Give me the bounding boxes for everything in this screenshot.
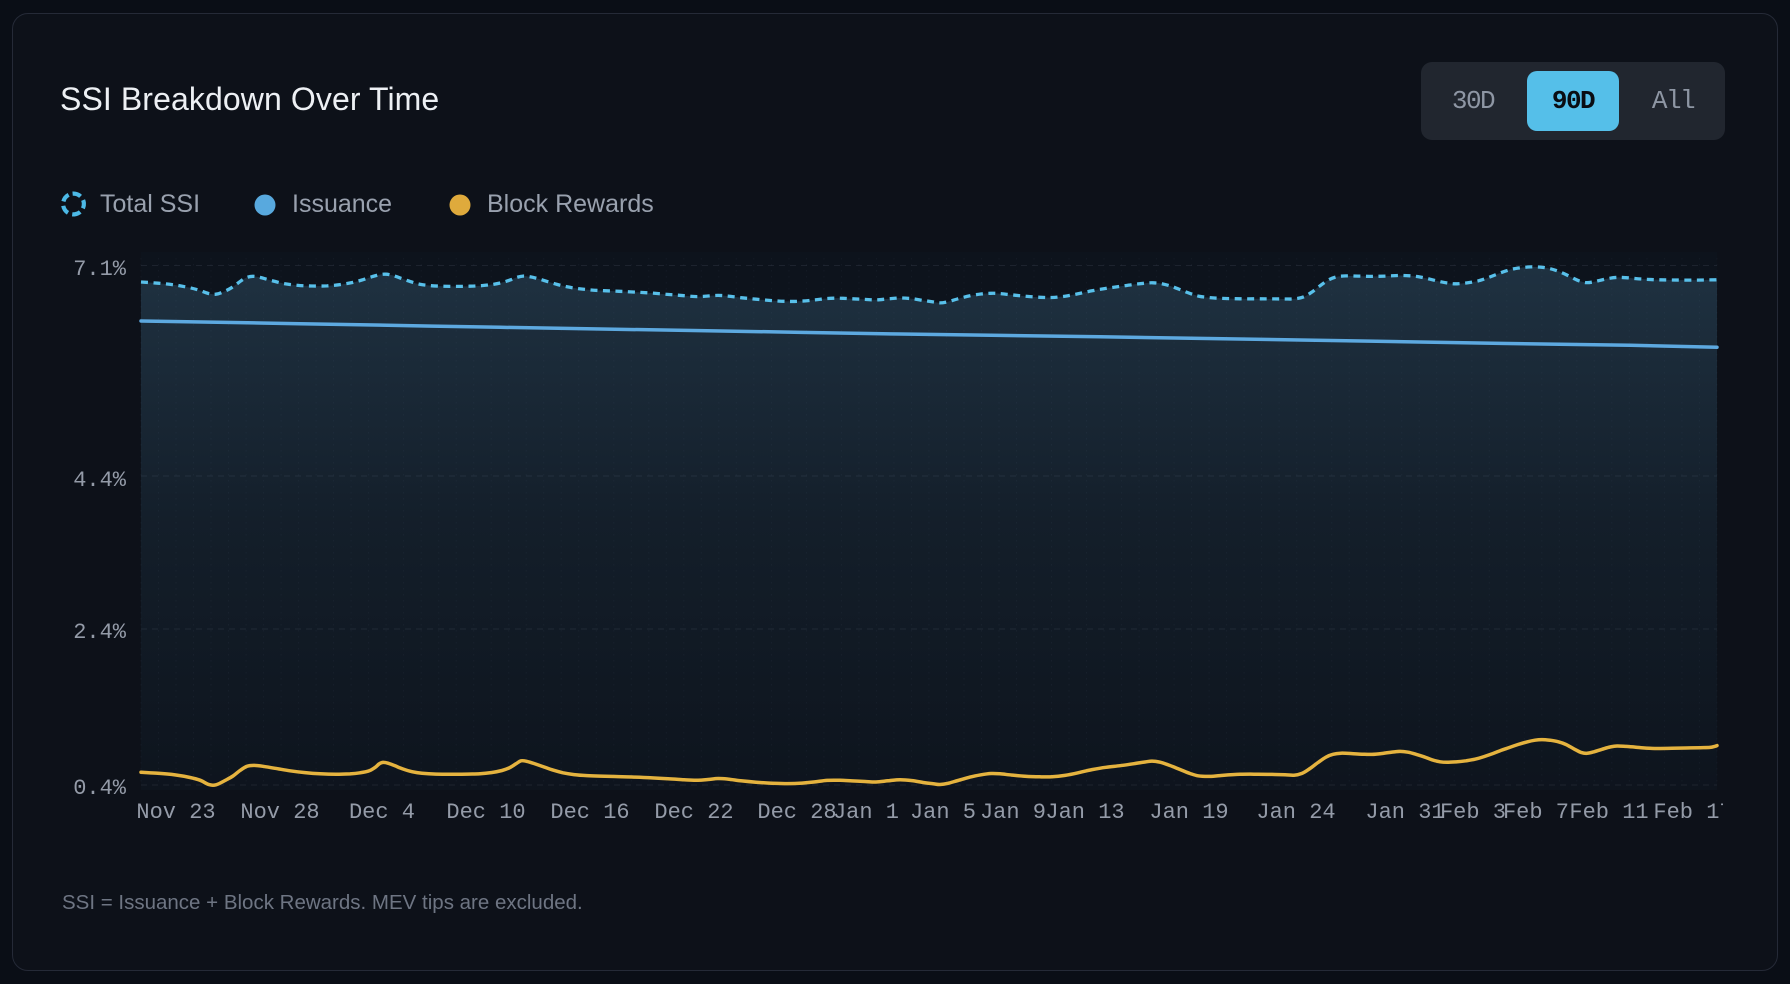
- svg-text:Dec 4: Dec 4: [349, 800, 415, 825]
- svg-text:Dec 10: Dec 10: [446, 800, 525, 825]
- svg-text:0.4%: 0.4%: [73, 776, 127, 801]
- svg-text:Nov 23: Nov 23: [136, 800, 215, 825]
- svg-text:Jan 1: Jan 1: [833, 800, 899, 825]
- svg-text:Dec 16: Dec 16: [550, 800, 629, 825]
- svg-text:Dec 22: Dec 22: [654, 800, 733, 825]
- svg-text:Nov 28: Nov 28: [240, 800, 319, 825]
- svg-text:Jan 31: Jan 31: [1365, 800, 1444, 825]
- svg-text:Feb 7: Feb 7: [1503, 800, 1569, 825]
- svg-text:Jan 24: Jan 24: [1256, 800, 1335, 825]
- svg-text:Jan 5: Jan 5: [910, 800, 976, 825]
- svg-text:Jan 9: Jan 9: [980, 800, 1046, 825]
- svg-text:2.4%: 2.4%: [73, 620, 127, 645]
- svg-text:Dec 28: Dec 28: [757, 800, 836, 825]
- svg-text:4.4%: 4.4%: [73, 468, 127, 493]
- svg-text:Feb 17: Feb 17: [1653, 800, 1732, 825]
- svg-text:Feb 3: Feb 3: [1440, 800, 1506, 825]
- svg-text:7.1%: 7.1%: [73, 257, 127, 282]
- svg-text:Feb 11: Feb 11: [1569, 800, 1648, 825]
- svg-text:Jan 13: Jan 13: [1045, 800, 1124, 825]
- svg-text:Jan 19: Jan 19: [1149, 800, 1228, 825]
